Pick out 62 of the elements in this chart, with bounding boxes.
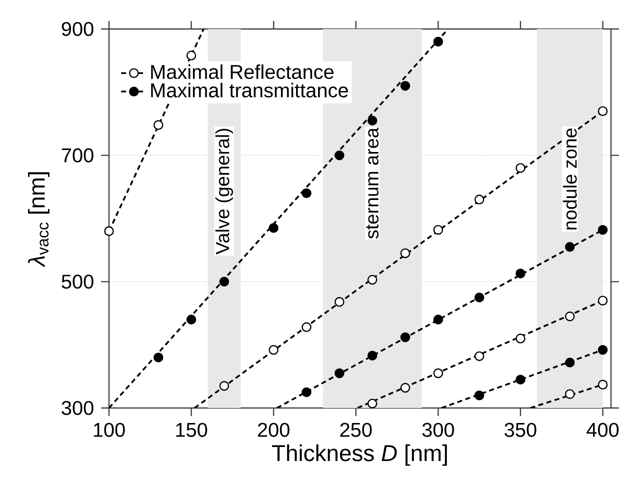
point	[433, 368, 444, 378]
band-label: Valve (general)	[215, 128, 234, 254]
point	[153, 352, 164, 362]
point	[564, 358, 575, 368]
y-tick-label: 500	[62, 274, 94, 289]
legend-label: Maximal transmittance	[151, 82, 348, 98]
point	[367, 398, 378, 408]
point	[516, 268, 526, 278]
band-label: nodule zone	[562, 128, 577, 230]
point	[564, 242, 575, 252]
point	[598, 224, 608, 235]
point	[186, 50, 196, 60]
point	[516, 163, 526, 173]
x-tick-label: 150	[176, 422, 208, 437]
point	[219, 276, 230, 287]
point	[474, 351, 484, 362]
point	[564, 389, 575, 399]
x-tick-label: 250	[340, 422, 372, 437]
point	[334, 296, 344, 307]
point	[302, 188, 312, 198]
point	[516, 374, 526, 384]
point	[302, 322, 312, 332]
point	[598, 380, 608, 390]
point	[302, 387, 312, 398]
y-axis-title: λ$_{vacc}$ [nm]	[28, 172, 50, 268]
y-tick-label: 300	[62, 400, 94, 416]
point	[598, 106, 608, 116]
point	[186, 314, 196, 324]
x-tick-label: 100	[94, 422, 125, 437]
point	[334, 150, 344, 160]
x-tick-label: 200	[258, 422, 290, 437]
point	[219, 381, 230, 391]
point	[433, 36, 444, 47]
x-axis-title: Thickness D [nm]	[272, 444, 447, 466]
x-tick-label: 400	[586, 422, 619, 437]
point	[153, 120, 164, 130]
point	[400, 332, 410, 342]
legend-label: Maximal Reflectance	[151, 64, 334, 80]
point	[104, 226, 114, 236]
y-tick-label: 900	[62, 22, 94, 36]
point	[474, 194, 484, 204]
y-tick-label: 700	[62, 148, 94, 162]
band-label: sternum area	[366, 128, 379, 239]
point	[516, 334, 526, 344]
point	[400, 80, 410, 91]
point	[564, 312, 575, 322]
point	[268, 223, 278, 233]
point	[400, 248, 410, 258]
x-tick-label: 300	[422, 422, 454, 437]
point	[474, 292, 484, 302]
point	[400, 382, 410, 393]
point	[598, 345, 608, 355]
point	[367, 350, 378, 360]
point	[598, 296, 608, 306]
x-tick-label: 350	[504, 422, 536, 437]
point	[367, 116, 378, 126]
point	[474, 390, 484, 400]
point	[433, 314, 444, 324]
point	[367, 274, 378, 285]
point	[433, 224, 444, 235]
point	[334, 368, 344, 378]
point	[268, 345, 278, 355]
